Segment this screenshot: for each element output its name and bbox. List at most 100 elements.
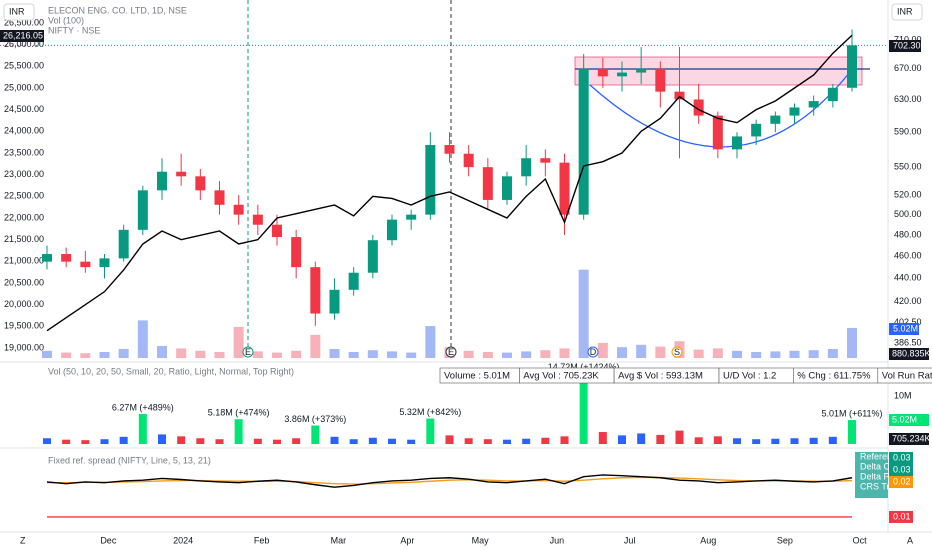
event-label: E [448, 347, 454, 357]
legend-label: Referenc [860, 451, 897, 461]
badge-text: 0.03 [893, 452, 911, 462]
volume-overlay-bar [195, 350, 206, 358]
volume-overlay-bar [655, 346, 666, 358]
volume-bar [311, 425, 320, 444]
event-label: D [590, 347, 597, 357]
y2-tick-label: 23,000.00 [4, 169, 44, 179]
x-tick-label: Apr [400, 535, 414, 545]
volume-label: 14.72M (+1424%) [548, 362, 620, 372]
volume-bar [464, 438, 473, 444]
volume-overlay-bar [214, 352, 225, 358]
currency-box[interactable] [891, 3, 923, 21]
y2-tick-label: 21,000.00 [4, 256, 44, 266]
volume-overlay-bar [636, 344, 647, 358]
currency: INR [897, 6, 913, 16]
volume-overlay-bar [578, 269, 589, 358]
y-tick-label: 440.00 [894, 273, 922, 283]
y2-tick-label: 23,500.00 [4, 147, 44, 157]
volume-label: 5.01M (+611%) [821, 408, 882, 418]
y-tick-label: 590.00 [894, 127, 922, 137]
volume-bar [752, 439, 761, 444]
event-label: E [245, 347, 251, 357]
stat: Vol Run Rate : 1215.33% [882, 371, 932, 382]
volume-overlay-bar [61, 352, 72, 358]
volume-overlay-bar [712, 348, 723, 358]
volume-bar [771, 438, 780, 444]
candle-body [521, 158, 532, 177]
candle-body [482, 167, 493, 200]
volume-bar [579, 373, 588, 444]
nifty-last: 26,216.05 [3, 30, 43, 40]
y2-tick-label: 22,500.00 [4, 191, 44, 201]
volume-overlay-bar [233, 326, 244, 358]
legend-label: Delta CR [860, 461, 897, 471]
currency-box[interactable] [3, 3, 35, 21]
stat: % Chg : 611.75% [797, 371, 871, 382]
y-tick-label: 520.00 [894, 189, 922, 199]
volume-overlay-bar [367, 350, 378, 358]
volume-bar [656, 434, 665, 444]
candle-body [540, 158, 551, 163]
volume-overlay-bar [808, 350, 819, 358]
badge-text: 0.02 [893, 476, 911, 486]
auto-icon[interactable]: A [907, 535, 913, 545]
candle-body [674, 91, 685, 100]
volume-bar [694, 437, 703, 444]
volume-bar [43, 438, 51, 444]
candle-body [847, 45, 857, 88]
candle-body [406, 214, 417, 220]
legend-box [855, 452, 888, 498]
last-price: 702.30 [893, 40, 921, 50]
volume-overlay-bar [847, 327, 857, 358]
event-marker [242, 346, 254, 358]
volume-overlay-bar [597, 343, 608, 358]
event-marker [587, 346, 599, 358]
candle-body [387, 219, 397, 241]
y2-tick-label: 25,500.00 [4, 61, 44, 71]
badge-text: 0.01 [893, 511, 911, 521]
volume-bar [713, 436, 722, 444]
candle-body [214, 190, 225, 205]
volume-overlay-bar [693, 349, 704, 358]
zoom-icon[interactable]: Z [20, 535, 26, 545]
volume-overlay-bar [157, 346, 167, 358]
volume-bar [100, 439, 109, 444]
spread-title: Fixed ref. spread (NIFTY, Line, 5, 13, 2… [48, 455, 211, 465]
volume-bar [541, 437, 550, 444]
candle-body [176, 171, 187, 177]
volume-overlay-bar [137, 320, 148, 358]
volume-bar [733, 438, 741, 444]
volume-bar [177, 436, 186, 444]
volume-overlay-bar [540, 350, 551, 358]
volume-bar [848, 420, 856, 444]
y2-tick-label: 24,000.00 [4, 126, 44, 136]
volume-bar [618, 435, 626, 444]
volume-overlay-bar [252, 351, 263, 358]
badge-text: 0.03 [893, 464, 911, 474]
candle-body [444, 145, 455, 154]
y-tick-label: 480.00 [894, 229, 922, 239]
candle-body [578, 68, 589, 215]
volume-overlay-bar [42, 350, 52, 358]
volume-overlay-bar [272, 352, 282, 358]
volume-overlay-bar [827, 349, 838, 358]
volume-overlay-bar [80, 353, 91, 358]
candle-body [137, 190, 148, 230]
y2-tick-label: 21,500.00 [4, 234, 44, 244]
candle-body [291, 237, 302, 268]
y2-tick-label: 22,000.00 [4, 212, 44, 222]
candle-body [310, 267, 321, 314]
volume-title: Vol (50, 10, 20, 50, Small, 20, Ratio, L… [48, 366, 294, 376]
volume-bar [483, 439, 492, 444]
volume-bar [273, 439, 281, 444]
x-tick-label: Aug [700, 535, 716, 545]
volume-bar [809, 437, 818, 444]
y-tick-label: 10M [894, 390, 912, 400]
volume-label: 3.86M (+373%) [284, 414, 346, 424]
y2-tick-label: 19,000.00 [4, 342, 44, 352]
volume-bar [234, 419, 243, 444]
y2-tick-label: 24,500.00 [4, 104, 44, 114]
candle-body [42, 254, 52, 262]
